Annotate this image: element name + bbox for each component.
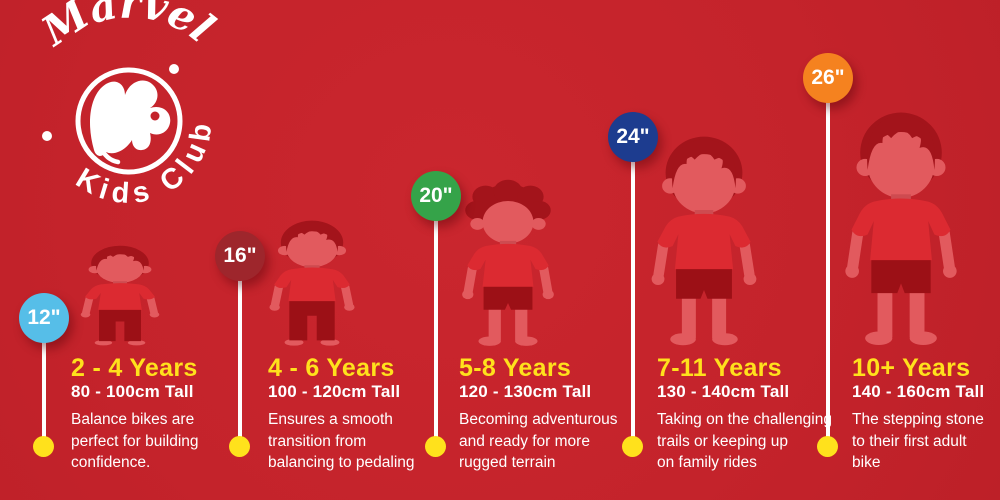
height-range: 80 - 100cm Tall — [71, 382, 194, 401]
brand-logo: Marvel Kids Club — [32, 0, 224, 210]
kid-figure — [452, 178, 564, 348]
wheel-size-badge: 24" — [608, 112, 658, 162]
stem-dot — [622, 436, 643, 457]
stem-line — [631, 137, 635, 447]
height-range: 120 - 130cm Tall — [459, 382, 592, 401]
age-range: 10+ Years — [852, 354, 971, 382]
age-range: 2 - 4 Years — [71, 354, 198, 382]
age-range: 7-11 Years — [657, 354, 782, 382]
age-range: 4 - 6 Years — [268, 354, 395, 382]
column-text: 5-8 Years 120 - 130cm Tall Becoming adve… — [459, 356, 665, 474]
stem-dot — [425, 436, 446, 457]
wheel-size-badge: 16" — [215, 231, 265, 281]
wheel-size-badge: 26" — [803, 53, 853, 103]
stem-dot — [33, 436, 54, 457]
kid-figure — [833, 104, 969, 348]
column-text: 2 - 4 Years 80 - 100cm Tall Balance bike… — [71, 356, 277, 474]
kid-figure — [640, 129, 768, 348]
logo-mark-tick — [97, 143, 121, 165]
description: Becoming adventurous and ready for more … — [459, 411, 618, 471]
stem-line — [434, 196, 438, 447]
description: The stepping stone to their first adult … — [852, 411, 984, 471]
column-text: 10+ Years 140 - 160cm Tall The stepping … — [852, 356, 1000, 474]
stem-line — [238, 256, 242, 447]
kid-figure — [72, 242, 168, 348]
stem-line — [42, 318, 46, 447]
wheel-size-badge: 20" — [411, 171, 461, 221]
logo-mark — [90, 80, 171, 156]
logo-mark-eye — [150, 111, 160, 121]
wheel-size-badge: 12" — [19, 293, 69, 343]
stem-dot — [229, 436, 250, 457]
height-range: 140 - 160cm Tall — [852, 382, 985, 401]
stem-dot — [817, 436, 838, 457]
logo-dot-left — [42, 131, 52, 141]
description: Taking on the challenging trails or keep… — [657, 411, 832, 471]
age-range: 5-8 Years — [459, 354, 572, 382]
height-range: 100 - 120cm Tall — [268, 382, 401, 401]
description: Ensures a smooth transition from balanci… — [268, 411, 415, 471]
logo-ring — [75, 67, 183, 175]
stem-line — [826, 78, 830, 447]
description: Balance bikes are perfect for building c… — [71, 411, 199, 471]
kid-figure — [260, 216, 364, 349]
height-range: 130 - 140cm Tall — [657, 382, 790, 401]
column-text: 7-11 Years 130 - 140cm Tall Taking on th… — [657, 356, 863, 474]
column-text: 4 - 6 Years 100 - 120cm Tall Ensures a s… — [268, 356, 474, 474]
logo-brand-text: Marvel — [32, 0, 224, 56]
logo-dot-right — [169, 64, 179, 74]
